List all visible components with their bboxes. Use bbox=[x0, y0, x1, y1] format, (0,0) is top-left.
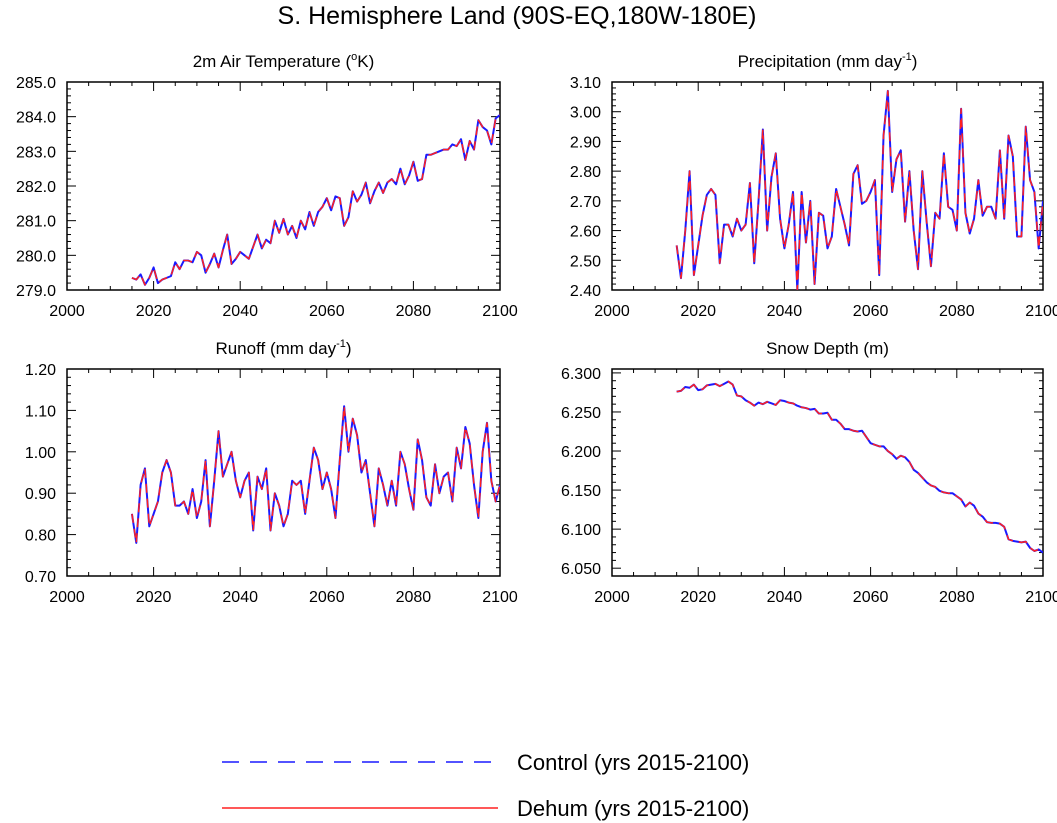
series-control bbox=[676, 380, 1043, 554]
y-tick-label: 0.80 bbox=[25, 528, 56, 545]
y-tick-label: 2.60 bbox=[570, 224, 601, 241]
legend-label-dehum: Dehum (yrs 2015-2100) bbox=[517, 796, 749, 821]
y-tick-label: 6.100 bbox=[561, 522, 601, 539]
y-tick-label: 282.0 bbox=[16, 179, 56, 196]
y-tick-label: 280.0 bbox=[16, 248, 56, 265]
series-dehum bbox=[675, 90, 1043, 290]
x-tick-label: 2060 bbox=[309, 589, 345, 606]
y-tick-label: 2.40 bbox=[570, 283, 601, 300]
x-tick-label: 2060 bbox=[853, 589, 889, 606]
panel-title: Snow Depth (m) bbox=[766, 339, 889, 358]
y-tick-label: 3.10 bbox=[570, 75, 601, 92]
x-tick-label: 2020 bbox=[680, 589, 716, 606]
panel-title-sup: o bbox=[351, 51, 357, 63]
y-tick-label: 6.200 bbox=[561, 444, 601, 461]
panel-title-main: Precipitation (mm day bbox=[738, 52, 903, 71]
series-dehum bbox=[131, 114, 500, 286]
panels: 2m Air Temperature (oK) 2000 2020 2040 2060 2… bbox=[16, 51, 1057, 606]
y-tick-label: 2.50 bbox=[570, 253, 601, 270]
y-tick-label: 2.80 bbox=[570, 164, 601, 181]
y-tick-label: 284.0 bbox=[16, 110, 56, 127]
x-tick-label: 2000 bbox=[49, 589, 85, 606]
y-tick-label: 281.0 bbox=[16, 214, 56, 231]
panel-title-sup: -1 bbox=[902, 51, 912, 63]
y-tick-label: 1.10 bbox=[25, 403, 56, 420]
x-tick-label: 2020 bbox=[136, 589, 172, 606]
x-tick-label: 2080 bbox=[396, 589, 432, 606]
series-dehum bbox=[131, 405, 500, 544]
panel-title: 2m Air Temperature (oK) bbox=[193, 51, 375, 71]
x-tick-label: 2100 bbox=[482, 589, 518, 606]
y-tick-label: 1.20 bbox=[25, 362, 56, 379]
y-tick-label: 2.70 bbox=[570, 194, 601, 211]
plot-frame bbox=[66, 81, 501, 291]
panel-title-sup: -1 bbox=[336, 338, 346, 350]
y-tick-label: 0.70 bbox=[25, 569, 56, 586]
legend-label-control: Control (yrs 2015-2100) bbox=[517, 750, 749, 775]
series-control bbox=[675, 89, 1043, 290]
y-tick-label: 2.90 bbox=[570, 134, 601, 151]
y-tick-label: 6.150 bbox=[561, 483, 601, 500]
x-tick-label: 2060 bbox=[309, 303, 345, 320]
x-tick-label: 2080 bbox=[939, 589, 975, 606]
plot-frame bbox=[611, 368, 1044, 577]
x-tick-label: 2020 bbox=[136, 303, 172, 320]
y-tick-label: 6.250 bbox=[561, 405, 601, 422]
x-tick-label: 2040 bbox=[222, 589, 258, 606]
y-tick-label: 283.0 bbox=[16, 144, 56, 161]
x-tick-label: 2060 bbox=[853, 303, 889, 320]
panel-1: 2m Air Temperature (oK) 2000 2020 2040 2060 2… bbox=[16, 51, 518, 320]
y-tick-label: 285.0 bbox=[16, 75, 56, 92]
y-tick-label: 6.300 bbox=[561, 366, 601, 383]
series-control bbox=[130, 405, 500, 544]
x-tick-label: 2080 bbox=[396, 303, 432, 320]
y-tick-label: 0.90 bbox=[25, 486, 56, 503]
x-tick-label: 2100 bbox=[1025, 303, 1057, 320]
x-tick-label: 2100 bbox=[482, 303, 518, 320]
x-tick-label: 2020 bbox=[680, 303, 716, 320]
series-control bbox=[131, 114, 500, 286]
x-tick-label: 2080 bbox=[939, 303, 975, 320]
x-tick-label: 2040 bbox=[767, 303, 803, 320]
panel-4: Snow Depth (m) 2000 2020 2040 2060 2080 2100 6.… bbox=[561, 339, 1057, 606]
series-dehum bbox=[676, 380, 1043, 554]
panel-title-tail: K) bbox=[357, 52, 374, 71]
x-tick-label: 2000 bbox=[594, 589, 630, 606]
panel-title-main: 2m Air Temperature ( bbox=[193, 52, 352, 71]
panel-3: Runoff (mm day-1) 2000 2020 2040 2060 2080 210… bbox=[25, 338, 518, 606]
panel-title-tail: ) bbox=[912, 52, 918, 71]
panel-title-main: Runoff (mm day bbox=[215, 339, 336, 358]
y-tick-label: 279.0 bbox=[16, 283, 56, 300]
panel-title: Precipitation (mm day-1) bbox=[738, 51, 918, 71]
legend: Control (yrs 2015-2100) Dehum (yrs 2015-… bbox=[222, 750, 749, 821]
y-tick-label: 6.050 bbox=[561, 561, 601, 578]
panel-title: Runoff (mm day-1) bbox=[215, 338, 351, 358]
x-tick-label: 2100 bbox=[1025, 589, 1057, 606]
y-tick-label: 3.00 bbox=[570, 105, 601, 122]
panel-2: Precipitation (mm day-1) 2000 2020 2040 2060… bbox=[570, 51, 1057, 320]
panel-title-main: Snow Depth (m) bbox=[766, 339, 889, 358]
x-tick-label: 2040 bbox=[222, 303, 258, 320]
x-tick-label: 2000 bbox=[49, 303, 85, 320]
x-tick-label: 2000 bbox=[594, 303, 630, 320]
x-tick-label: 2040 bbox=[767, 589, 803, 606]
panel-title-tail: ) bbox=[346, 339, 352, 358]
y-tick-label: 1.00 bbox=[25, 445, 56, 462]
main-title: S. Hemisphere Land (90S-EQ,180W-180E) bbox=[278, 2, 757, 30]
